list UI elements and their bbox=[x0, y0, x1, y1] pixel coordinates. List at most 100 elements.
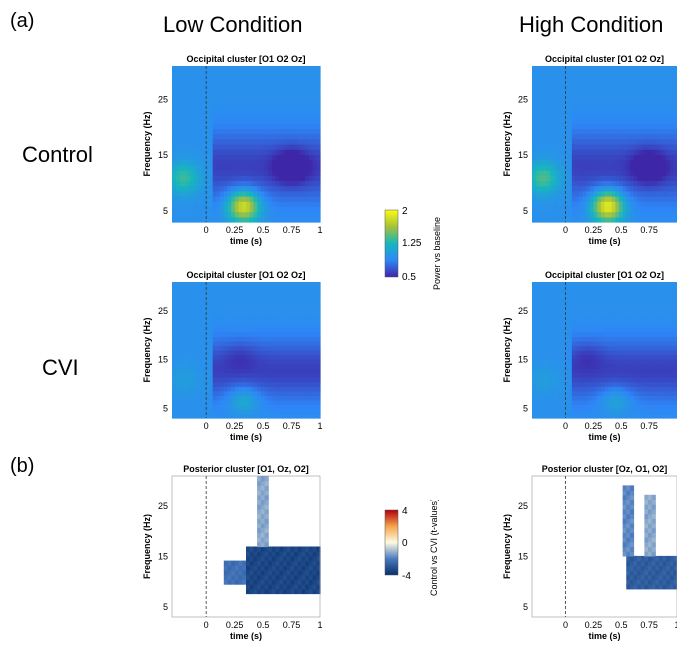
heatmap-cell bbox=[622, 175, 627, 181]
heatmap-cell bbox=[640, 180, 645, 187]
heatmap-cell bbox=[557, 304, 562, 310]
heatmap-cell bbox=[637, 81, 642, 88]
heatmap-cell bbox=[673, 170, 677, 176]
heatmap-cell bbox=[242, 565, 247, 571]
heatmap-cell bbox=[179, 377, 184, 383]
heatmap-cell bbox=[238, 300, 243, 306]
heatmap-cell bbox=[249, 201, 254, 207]
heatmap-cell bbox=[271, 399, 277, 405]
heatmap-cell bbox=[579, 201, 584, 207]
heatmap-cell bbox=[186, 211, 192, 218]
heatmap-cell bbox=[190, 133, 195, 140]
heatmap-cell bbox=[669, 71, 674, 77]
heatmap-cell bbox=[579, 81, 584, 88]
heatmap-cell bbox=[648, 331, 653, 337]
heatmap-cell bbox=[604, 386, 609, 392]
heatmap-cell bbox=[539, 350, 544, 356]
heatmap-cell bbox=[249, 309, 254, 315]
heatmap-cell bbox=[190, 149, 195, 155]
x-tick-label: 0 bbox=[563, 421, 568, 431]
heatmap-cell bbox=[604, 66, 609, 72]
heatmap-cell bbox=[227, 340, 232, 347]
heatmap-cell bbox=[604, 354, 609, 360]
heatmap-cell bbox=[546, 300, 551, 306]
heatmap-cell bbox=[260, 499, 266, 505]
heatmap-cell bbox=[673, 128, 677, 135]
heatmap-cell bbox=[279, 377, 284, 383]
heatmap-cell bbox=[301, 377, 306, 383]
heatmap-cell bbox=[249, 579, 254, 585]
heatmap-cell bbox=[611, 123, 616, 129]
heatmap-cell bbox=[175, 327, 180, 333]
heatmap-cell bbox=[626, 180, 631, 187]
heatmap-cell bbox=[290, 81, 295, 88]
heatmap-cell bbox=[550, 201, 555, 207]
heatmap-cell bbox=[532, 154, 537, 161]
heatmap-cell bbox=[651, 345, 656, 351]
heatmap-cell bbox=[669, 175, 674, 181]
heatmap-cell bbox=[246, 408, 251, 415]
heatmap-cell bbox=[179, 304, 184, 310]
heatmap-cell bbox=[205, 408, 210, 415]
heatmap-cell bbox=[186, 399, 192, 405]
heatmap-cell bbox=[535, 201, 540, 207]
heatmap-cell bbox=[604, 138, 609, 145]
heatmap-cell bbox=[590, 372, 595, 378]
heatmap-cell bbox=[257, 584, 262, 590]
heatmap-cell bbox=[227, 102, 232, 109]
heatmap-cell bbox=[264, 537, 269, 543]
heatmap-cell bbox=[312, 331, 317, 337]
heatmap-cell bbox=[316, 363, 321, 369]
heatmap-cell bbox=[666, 164, 671, 171]
heatmap-cell bbox=[658, 282, 664, 288]
heatmap-cell bbox=[312, 336, 317, 342]
heatmap-cell bbox=[249, 413, 254, 419]
heatmap-cell bbox=[305, 345, 310, 351]
heatmap-cell bbox=[249, 216, 254, 223]
heatmap-cell bbox=[637, 102, 642, 109]
heatmap-cell bbox=[238, 408, 243, 415]
heatmap-cell bbox=[648, 377, 653, 383]
heatmap-cell bbox=[257, 490, 262, 496]
heatmap-cell bbox=[615, 123, 620, 129]
heatmap-cell bbox=[571, 185, 577, 192]
heatmap-cell bbox=[557, 291, 562, 297]
heatmap-cell bbox=[658, 295, 664, 301]
heatmap-cell bbox=[190, 300, 195, 306]
heatmap-cell bbox=[597, 149, 602, 155]
heatmap-cell bbox=[546, 196, 551, 202]
heatmap-cell bbox=[651, 138, 656, 145]
heatmap-cell bbox=[611, 350, 616, 356]
heatmap-cell bbox=[294, 331, 299, 337]
heatmap-cell bbox=[234, 196, 240, 202]
heatmap-cell bbox=[644, 123, 649, 129]
heatmap-cell bbox=[194, 211, 199, 218]
heatmap-cell bbox=[579, 399, 584, 405]
heatmap-cell bbox=[308, 386, 314, 392]
heatmap-cell bbox=[539, 159, 544, 166]
heatmap-cell bbox=[301, 336, 306, 342]
heatmap-cell bbox=[673, 354, 677, 360]
heatmap-cell bbox=[604, 282, 609, 288]
heatmap-cell bbox=[626, 286, 631, 292]
heatmap-cell bbox=[622, 313, 627, 319]
heatmap-cell bbox=[238, 107, 243, 114]
heatmap-cell bbox=[216, 350, 221, 356]
heatmap-cell bbox=[553, 386, 558, 392]
heatmap-cell bbox=[283, 331, 288, 337]
heatmap-cell bbox=[651, 185, 656, 192]
heatmap-cell bbox=[568, 336, 573, 342]
heatmap-cell bbox=[611, 377, 616, 383]
heatmap-cell bbox=[271, 359, 277, 365]
heatmap-cell bbox=[209, 386, 214, 392]
heatmap-cell bbox=[172, 350, 177, 356]
heatmap-cell bbox=[172, 345, 177, 351]
heatmap-cell bbox=[234, 372, 240, 378]
heatmap-cell bbox=[172, 322, 177, 328]
heatmap-cell bbox=[172, 363, 177, 369]
heatmap-cell bbox=[600, 133, 606, 140]
heatmap-cell bbox=[249, 555, 254, 562]
heatmap-cell bbox=[197, 359, 203, 365]
heatmap-cell bbox=[260, 404, 266, 410]
heatmap-cell bbox=[212, 318, 217, 324]
